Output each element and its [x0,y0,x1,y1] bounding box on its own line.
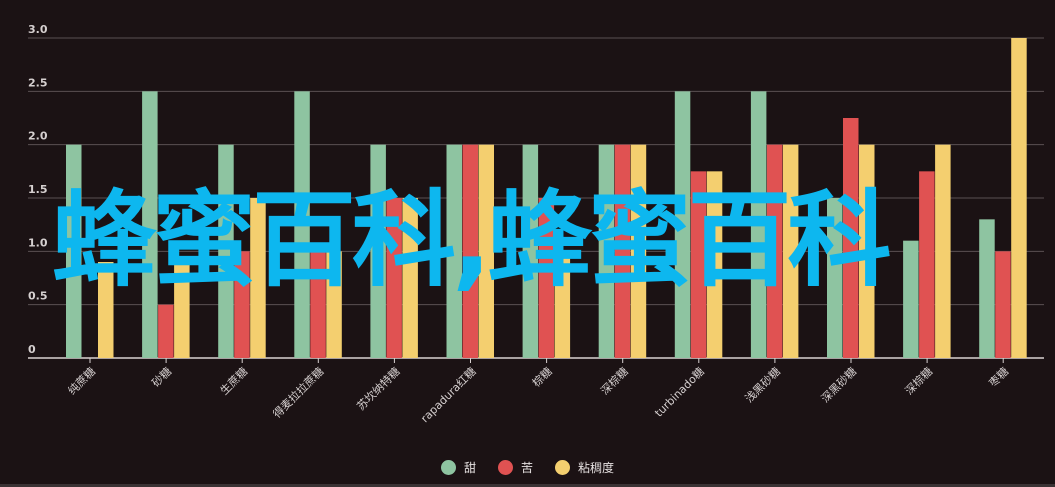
y-tick-label: 2.0 [28,130,48,143]
bar-2[interactable] [554,251,571,358]
bar-2[interactable] [174,262,190,358]
legend-item-bitter[interactable]: 苦 [497,459,533,476]
bar-0[interactable] [674,91,691,358]
bar-1[interactable] [919,171,935,358]
legend-item-viscosity[interactable]: 粘稠度 [555,459,614,476]
bar-1[interactable] [538,198,555,358]
x-category-label: 生蔗糖 [217,364,250,397]
x-category-label: 苏坎纳特糖 [354,364,403,413]
bar-1[interactable] [614,144,631,358]
bar-2[interactable] [478,144,495,358]
bar-1[interactable] [766,144,783,358]
bar-2[interactable] [250,198,266,358]
bar-2[interactable] [98,262,114,358]
y-tick-label: 3.0 [28,23,48,36]
x-category-label: 棕糖 [529,364,554,389]
x-category-label: 深棕糖 [902,364,935,397]
bar-1[interactable] [310,251,326,358]
legend-swatch-bitter [497,460,513,475]
bar-2[interactable] [859,144,875,358]
bar-0[interactable] [66,144,82,358]
x-category-label: 纯蔗糖 [65,364,98,397]
bar-2[interactable] [706,171,723,358]
x-category-label: 深黑砂糖 [818,364,859,405]
bar-0[interactable] [598,144,615,358]
bar-0[interactable] [218,144,234,358]
x-category-label: rapadura红糖 [418,364,479,425]
y-tick-label: 1.0 [28,236,48,249]
bars [66,38,1027,358]
bar-1[interactable] [386,198,402,358]
bar-2[interactable] [630,144,647,358]
legend-item-sweet[interactable]: 甜 [440,459,476,476]
legend: 甜 苦 粘稠度 [0,459,1055,476]
y-tick-label: 2.5 [28,76,48,89]
bar-0[interactable] [979,219,995,358]
bar-1[interactable] [843,118,859,358]
bar-0[interactable] [903,240,919,358]
legend-swatch-viscosity [555,460,570,475]
bar-2[interactable] [782,144,799,358]
y-tick-label: 0 [28,343,36,356]
x-category-label: 深棕糖 [598,364,631,397]
bar-2[interactable] [326,251,342,358]
bar-0[interactable] [446,144,463,358]
x-category-label: turbinado糖 [652,364,707,419]
bar-1[interactable] [234,251,250,358]
bar-0[interactable] [827,198,843,358]
bar-1[interactable] [158,304,174,358]
legend-label-bitter: 苦 [520,461,533,475]
bar-2[interactable] [1011,38,1027,358]
legend-label-sweet: 甜 [463,461,476,475]
bar-1[interactable] [690,171,707,358]
bar-1[interactable] [995,251,1011,358]
legend-label-viscosity: 粘稠度 [578,461,615,475]
bar-2[interactable] [935,144,951,358]
bar-0[interactable] [294,91,310,358]
y-tick-label: 1.5 [28,183,48,196]
x-axis-labels: 纯蔗糖 砂糖 生蔗糖 得麦拉拉蔗糖 苏坎纳特糖 rapadura红糖 棕糖 深棕糖 turbin… [65,358,1011,425]
bar-2[interactable] [402,198,418,358]
watermark-text: 蜂蜜百科,蜂蜜百科 [52,179,892,301]
bar-0[interactable] [142,91,158,358]
bar-1[interactable] [462,144,479,358]
x-category-label: 枣糖 [986,364,1011,389]
bar-0[interactable] [370,144,386,358]
y-axis-ticks: 0 0.5 1.0 1.5 2.0 2.5 3.0 [28,23,48,356]
bar-0[interactable] [522,144,539,358]
x-category-label: 浅黑砂糖 [742,364,783,405]
legend-swatch-sweet [440,460,456,475]
x-category-label: 得麦拉拉蔗糖 [270,364,327,421]
x-category-label: 砂糖 [149,364,174,389]
bar-0[interactable] [750,91,767,358]
y-tick-label: 0.5 [28,290,48,303]
bottom-border [0,484,1055,487]
